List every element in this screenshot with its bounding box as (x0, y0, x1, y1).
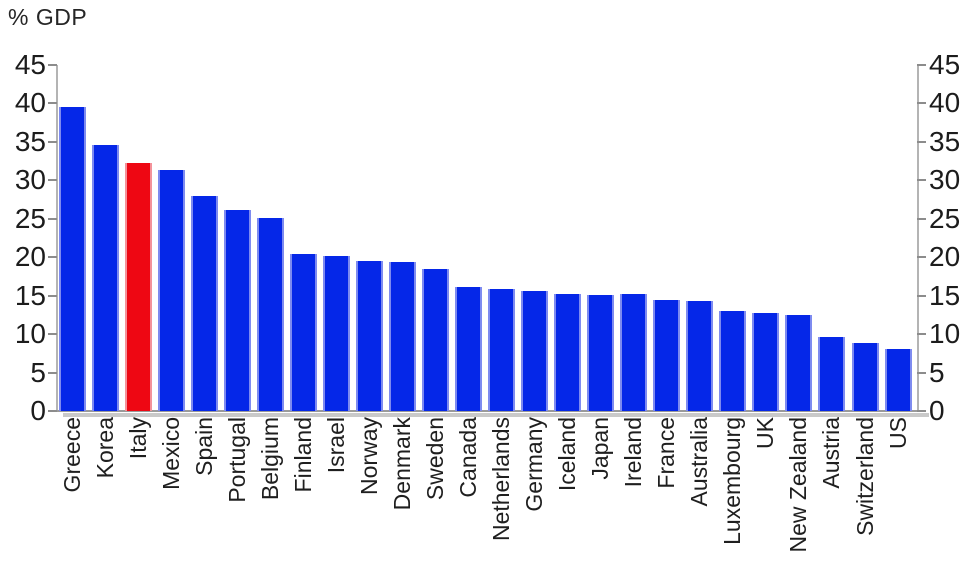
x-label-luxembourg: Luxembourg (719, 417, 746, 545)
x-label-australia: Australia (686, 417, 713, 507)
x-label-france: France (653, 417, 680, 489)
y-tick-label-left-25: 25 (14, 202, 46, 234)
x-axis-line (56, 410, 919, 412)
x-label-spain: Spain (190, 417, 217, 476)
y-tick-label-left-15: 15 (14, 279, 46, 311)
x-label-israel: Israel (322, 417, 349, 474)
x-label-sweden: Sweden (421, 417, 448, 501)
y-tick-label-right-20: 20 (929, 241, 961, 273)
x-label-us: US (884, 417, 911, 449)
y-tick-left-5 (48, 371, 57, 374)
y-tick-right-15 (917, 294, 926, 297)
bar-mexico (157, 170, 185, 411)
y-tick-left-30 (48, 179, 57, 182)
y-tick-label-right-15: 15 (929, 279, 961, 311)
y-tick-left-0 (48, 410, 57, 412)
bar-netherlands (488, 289, 515, 411)
x-label-germany: Germany (521, 417, 548, 512)
y-tick-label-left-10: 10 (14, 318, 46, 350)
bar-japan (587, 295, 615, 411)
x-label-mexico: Mexico (157, 417, 184, 490)
y-tick-label-right-0: 0 (929, 395, 945, 426)
y-tick-left-25 (48, 217, 57, 220)
y-tick-label-left-5: 5 (30, 356, 46, 388)
bar-france (653, 300, 681, 411)
y-tick-right-45 (917, 64, 926, 66)
x-label-austria: Austria (818, 417, 845, 489)
x-label-korea: Korea (91, 417, 118, 479)
x-label-denmark: Denmark (388, 417, 415, 511)
y-tick-left-35 (48, 140, 57, 143)
x-label-greece: Greece (58, 417, 85, 493)
y-tick-label-left-40: 40 (14, 87, 46, 119)
x-label-switzerland: Switzerland (851, 417, 878, 536)
y-axis-left-line (56, 65, 58, 412)
x-label-ireland: Ireland (620, 417, 647, 488)
bar-germany (521, 291, 549, 411)
bar-ireland (620, 294, 648, 411)
bar-iceland (554, 294, 582, 411)
x-label-belgium: Belgium (256, 417, 283, 501)
y-tick-right-40 (917, 102, 926, 105)
bar-austria (818, 337, 846, 411)
bar-luxembourg (719, 311, 747, 411)
x-label-finland: Finland (289, 417, 316, 493)
y-tick-right-5 (917, 371, 926, 374)
x-label-iceland: Iceland (554, 417, 581, 492)
x-label-uk: UK (752, 417, 779, 449)
bar-norway (355, 261, 383, 411)
y-tick-label-right-40: 40 (929, 87, 961, 119)
x-label-japan: Japan (587, 417, 614, 480)
y-tick-left-45 (48, 64, 57, 66)
y-tick-right-10 (917, 333, 926, 336)
x-label-italy: Italy (124, 417, 151, 460)
y-tick-left-20 (48, 256, 57, 259)
y-tick-label-left-30: 30 (14, 164, 46, 196)
y-tick-label-left-0: 0 (30, 395, 46, 426)
x-label-canada: Canada (455, 417, 481, 498)
y-tick-right-35 (917, 140, 926, 143)
y-tick-label-right-25: 25 (929, 202, 961, 234)
bar-belgium (256, 218, 284, 411)
bar-greece (58, 107, 86, 411)
bar-denmark (388, 262, 416, 411)
y-tick-label-left-45: 45 (14, 49, 46, 80)
y-tick-label-right-5: 5 (929, 356, 945, 388)
bar-portugal (223, 210, 251, 411)
bar-new-zealand (785, 315, 813, 411)
bar-uk (752, 313, 780, 411)
y-tick-right-30 (917, 179, 926, 182)
bar-us (884, 349, 912, 411)
y-tick-label-right-45: 45 (929, 49, 961, 80)
baseline-shadow (63, 413, 929, 417)
y-tick-label-right-10: 10 (929, 318, 961, 350)
bar-canada (455, 287, 482, 411)
y-tick-right-0 (917, 410, 926, 412)
y-tick-left-10 (48, 333, 57, 336)
bar-finland (289, 254, 317, 411)
bar-sweden (421, 269, 449, 411)
bar-israel (322, 256, 350, 411)
bar-korea (91, 145, 119, 411)
x-label-portugal: Portugal (223, 417, 250, 503)
y-tick-left-40 (48, 102, 57, 105)
y-tick-label-left-35: 35 (14, 125, 46, 157)
x-label-new-zealand: New Zealand (785, 417, 812, 553)
bar-italy (124, 163, 152, 411)
y-tick-right-25 (917, 217, 926, 220)
y-axis-right-line (917, 65, 919, 412)
y-tick-right-20 (917, 256, 926, 259)
y-tick-label-right-35: 35 (929, 125, 961, 157)
y-tick-left-15 (48, 294, 57, 297)
y-tick-label-left-20: 20 (14, 241, 46, 273)
x-label-norway: Norway (355, 417, 382, 495)
bar-spain (190, 196, 218, 411)
y-tick-label-right-30: 30 (929, 164, 961, 196)
bar-switzerland (851, 343, 879, 411)
bar-australia (686, 301, 714, 411)
chart-title: % GDP (8, 4, 88, 30)
x-label-netherlands: Netherlands (488, 417, 514, 542)
